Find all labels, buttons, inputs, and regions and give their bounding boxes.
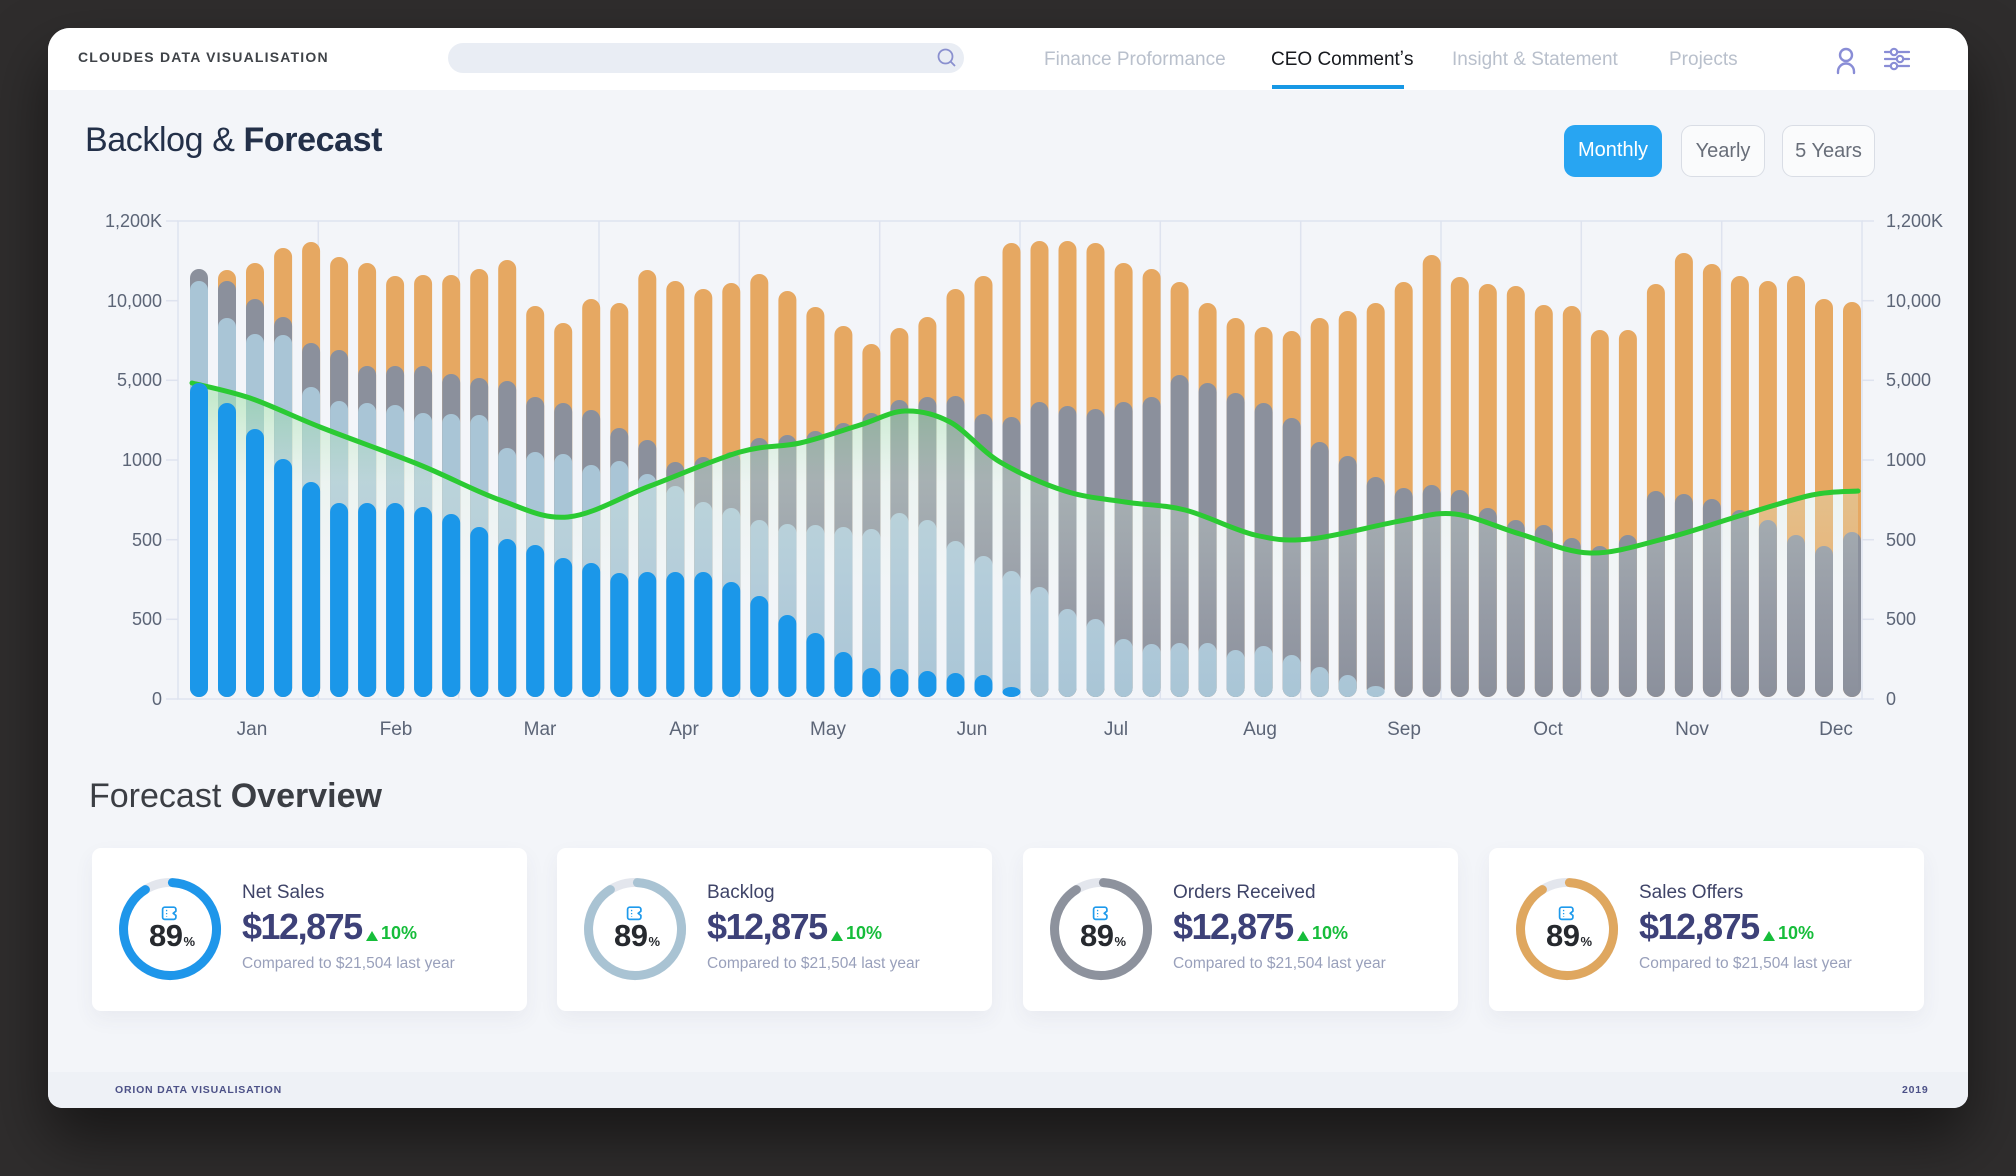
svg-text:500: 500 xyxy=(132,609,162,629)
svg-text:Jan: Jan xyxy=(237,719,268,740)
svg-text:May: May xyxy=(810,719,846,740)
svg-text:Nov: Nov xyxy=(1675,719,1709,740)
svg-text:Dec: Dec xyxy=(1819,719,1853,740)
svg-text:500: 500 xyxy=(1886,609,1916,629)
svg-text:1,200K: 1,200K xyxy=(105,211,162,231)
svg-text:0: 0 xyxy=(1886,689,1896,709)
svg-text:10,000: 10,000 xyxy=(1886,291,1941,311)
svg-text:1000: 1000 xyxy=(1886,450,1926,470)
svg-text:500: 500 xyxy=(1886,530,1916,550)
svg-text:Apr: Apr xyxy=(669,719,699,740)
svg-text:Jun: Jun xyxy=(957,719,988,740)
svg-text:500: 500 xyxy=(132,530,162,550)
svg-text:Jul: Jul xyxy=(1104,719,1128,740)
svg-text:1000: 1000 xyxy=(122,450,162,470)
svg-text:Aug: Aug xyxy=(1243,719,1277,740)
svg-text:Sep: Sep xyxy=(1387,719,1421,740)
svg-text:5,000: 5,000 xyxy=(117,370,162,390)
svg-text:0: 0 xyxy=(152,689,162,709)
svg-text:10,000: 10,000 xyxy=(107,291,162,311)
svg-text:5,000: 5,000 xyxy=(1886,370,1931,390)
svg-text:Feb: Feb xyxy=(380,719,413,740)
svg-text:Oct: Oct xyxy=(1533,719,1563,740)
svg-text:Mar: Mar xyxy=(524,719,557,740)
svg-text:1,200K: 1,200K xyxy=(1886,211,1943,231)
